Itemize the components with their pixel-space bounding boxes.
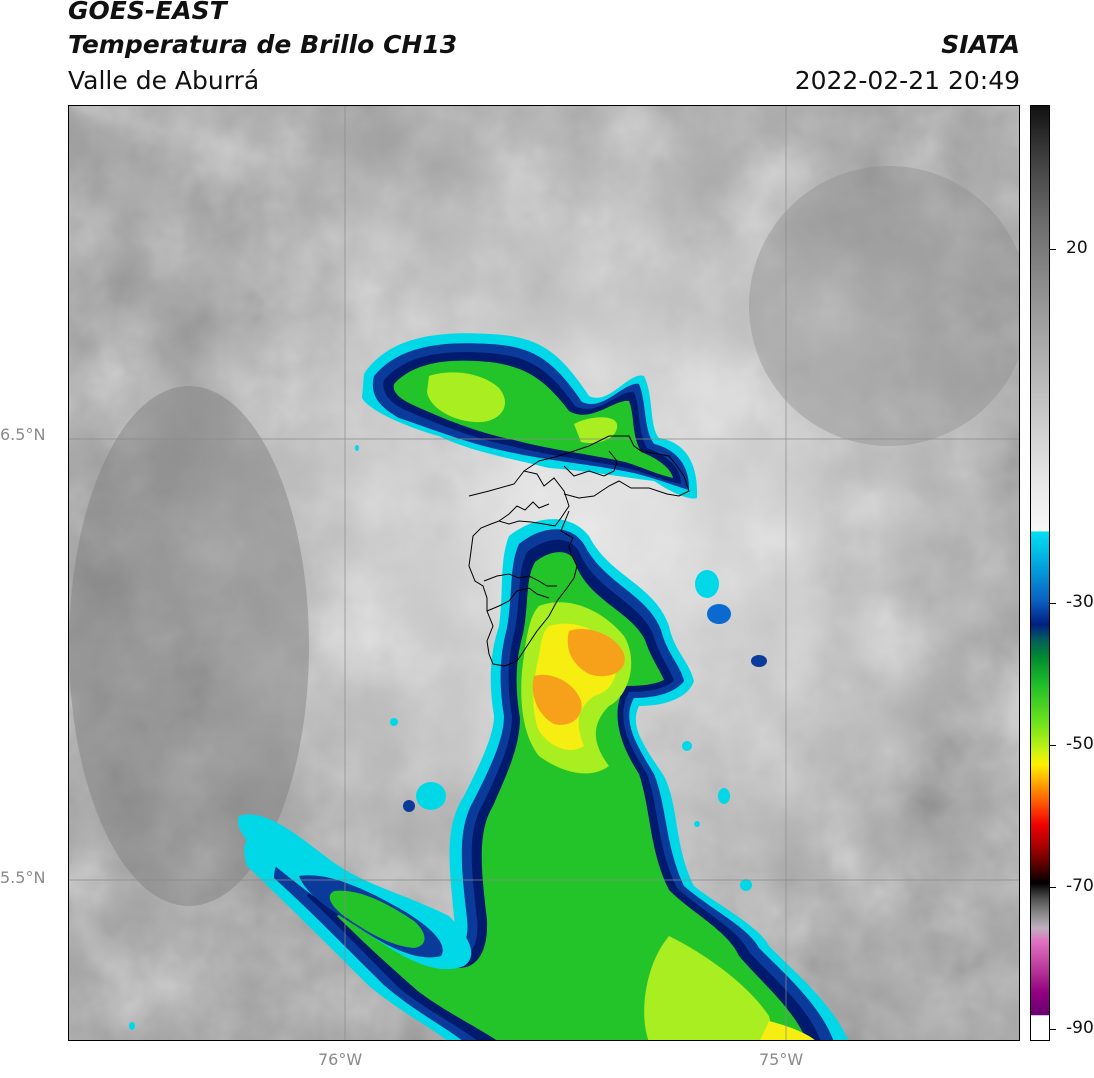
- storm-band-southwest: [238, 814, 472, 970]
- product-title: Temperatura de Brillo CH13: [68, 30, 458, 59]
- agency-label: SIATA: [941, 30, 1020, 59]
- satellite-title: GOES-EAST: [68, 0, 227, 25]
- colorbar-label-minus70: -70: [1066, 876, 1094, 896]
- municipal-boundaries: [468, 435, 690, 667]
- dark-region-west: [69, 386, 309, 906]
- lon-label-76w: 76°W: [318, 1050, 363, 1069]
- region-label: Valle de Aburrá: [68, 66, 260, 95]
- gridlines: [69, 106, 1019, 1040]
- colorbar-label-minus50: -50: [1066, 734, 1094, 754]
- lon-label-75w: 75°W: [759, 1050, 804, 1069]
- lat-label-5-5n: 5.5°N: [0, 868, 46, 887]
- map-canvas: [69, 106, 1019, 1040]
- storm-cell-central: [244, 519, 849, 1040]
- colorbar-tick-minus90: [1050, 1029, 1056, 1030]
- colorbar-label-minus90: -90: [1066, 1018, 1094, 1038]
- satellite-map[interactable]: [68, 105, 1020, 1041]
- colorbar-label-20: 20: [1066, 238, 1088, 258]
- colorbar-tick-minus30: [1050, 603, 1056, 604]
- lat-label-6-5n: 6.5°N: [0, 425, 46, 444]
- colorbar-tick-20: [1050, 249, 1056, 250]
- datetime-label: 2022-02-21 20:49: [794, 66, 1020, 95]
- colorbar: [1030, 105, 1050, 1041]
- dark-region-ne: [749, 166, 1019, 446]
- colorbar-label-minus30: -30: [1066, 592, 1094, 612]
- scattered-cells: [129, 445, 767, 1030]
- colorbar-tick-minus70: [1050, 887, 1056, 888]
- colorbar-tick-minus50: [1050, 745, 1056, 746]
